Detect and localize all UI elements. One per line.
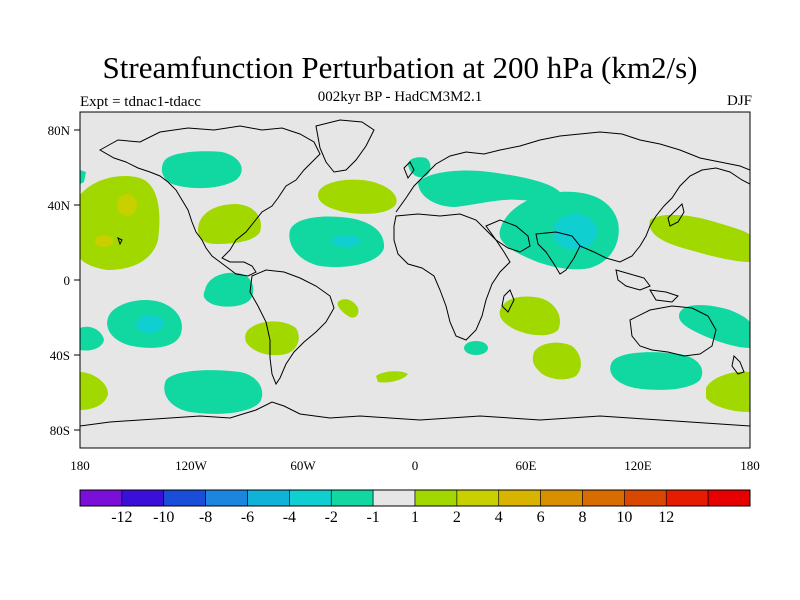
lon-label-60e: 60E (515, 458, 537, 473)
lat-label-80n: 80N (47, 123, 70, 138)
colorbar-label-2: -8 (198, 509, 213, 526)
anomaly-western-north-america (198, 204, 261, 244)
colorbar-swatch-14 (665, 489, 709, 507)
anomaly-southern-indian (610, 352, 703, 390)
anomaly-contours (80, 151, 750, 414)
lon-label-180w: 180 (70, 458, 90, 473)
anomaly-ne-pacific-core-2 (95, 235, 113, 247)
colorbar-label-7: 1 (411, 509, 419, 526)
lon-label-120e: 120E (624, 458, 652, 473)
anomaly-north-pacific (161, 151, 242, 189)
colorbar-label-3: -6 (240, 509, 255, 526)
anomaly-southern-ocean-west (80, 372, 108, 410)
anomaly-south-pacific-core (136, 315, 164, 333)
coastline-madagascar (501, 289, 515, 313)
coastline-uk (403, 161, 415, 180)
colorbar-label-5: -2 (324, 509, 338, 526)
lon-label-120w: 120W (175, 458, 207, 473)
lat-ticks (74, 129, 80, 431)
colorbar-frame (79, 489, 751, 507)
anomaly-north-atlantic (318, 179, 397, 214)
anomaly-southwest-indian (499, 296, 560, 336)
colorbar-swatch-2 (163, 489, 206, 507)
coastline-north-america (98, 125, 321, 277)
colorbar-swatch-3 (205, 489, 248, 507)
anomaly-south-pacific-edge (80, 326, 104, 351)
colorbar-swatch-10 (498, 489, 541, 507)
colorbar-swatch-9 (456, 489, 500, 507)
colorbar-swatch-7 (372, 489, 416, 507)
anomaly-ne-pacific (80, 175, 160, 270)
anomaly-south-asia-core (553, 214, 597, 250)
anomaly-europe (418, 170, 561, 207)
anomaly-equatorial-east-pacific (203, 272, 254, 307)
colorbar-label-0: -12 (111, 509, 133, 526)
coastline-europe (395, 131, 750, 213)
colorbar-swatch-13 (624, 489, 667, 507)
colorbar-swatch-4 (247, 489, 290, 507)
colorbar-swatch-0 (79, 489, 123, 507)
coastline-new-zealand (731, 354, 745, 375)
colorbar-swatch-12 (582, 489, 625, 507)
experiment-label: Expt = tdnac1-tdacc (80, 94, 201, 110)
coastline-east-asia (579, 167, 750, 263)
anomaly-east-asia (649, 214, 750, 262)
colorbar-swatch-1 (121, 489, 165, 507)
colorbar-label-8: 2 (452, 509, 461, 526)
lat-label-40s: 40S (49, 348, 70, 363)
lat-label-80s: 80S (49, 423, 70, 438)
coastline-south-america (249, 269, 335, 386)
anomaly-subtropical-north-atlantic-core (332, 235, 360, 247)
colorbar (79, 489, 751, 507)
colorbar-label-4: -4 (282, 509, 297, 526)
colorbar-swatch-11 (540, 489, 583, 507)
lat-label-0: 0 (63, 273, 71, 288)
colorbar-label-10: 6 (536, 509, 545, 526)
anomaly-south-indian (532, 342, 581, 380)
colorbar-label-9: 4 (494, 509, 503, 526)
anomaly-south-atlantic (464, 341, 488, 355)
colorbar-swatch-5 (289, 489, 332, 507)
coastline-australia (629, 305, 717, 357)
colorbar-label-6: -1 (366, 509, 380, 526)
colorbar-swatch-6 (330, 489, 374, 507)
anomaly-southern-ocean-east (706, 371, 750, 412)
anomaly-ne-pacific-coast (80, 170, 86, 184)
coastline-antarctica (80, 401, 750, 427)
anomaly-south-america (245, 321, 299, 356)
coastline-greenland (315, 119, 375, 173)
lon-label-180e: 180 (740, 458, 760, 473)
season-label: DJF (726, 93, 752, 109)
coastline-arabia (485, 219, 531, 253)
chart-subtitle: 002kyr BP - HadCM3M2.1 (317, 89, 483, 105)
coastlines (80, 119, 750, 427)
coastline-sea-islands (615, 269, 679, 303)
coastline-africa (393, 213, 511, 341)
anomaly-southern-ocean-pacific (164, 370, 263, 414)
coastline-japan (667, 203, 685, 227)
colorbar-label-12: 10 (616, 509, 633, 526)
colorbar-swatch-8 (414, 489, 458, 507)
colorbar-label-13: 12 (658, 509, 675, 526)
colorbar-label-1: -10 (153, 509, 175, 526)
anomaly-southern-ocean-atlantic (376, 371, 408, 383)
lon-label-60w: 60W (290, 458, 316, 473)
colorbar-label-11: 8 (578, 509, 587, 526)
lon-label-0: 0 (411, 458, 419, 473)
anomaly-ne-pacific-core (117, 194, 137, 216)
anomaly-subtropical-south-atlantic (337, 299, 359, 318)
colorbar-swatch-15 (707, 489, 751, 507)
coastline-india (535, 231, 581, 275)
coastline-hawaii (117, 237, 123, 246)
chart-title: Streamfunction Perturbation at 200 hPa (… (102, 50, 698, 85)
lat-label-40n: 40N (47, 198, 70, 213)
anomaly-mediterranean (408, 157, 431, 178)
